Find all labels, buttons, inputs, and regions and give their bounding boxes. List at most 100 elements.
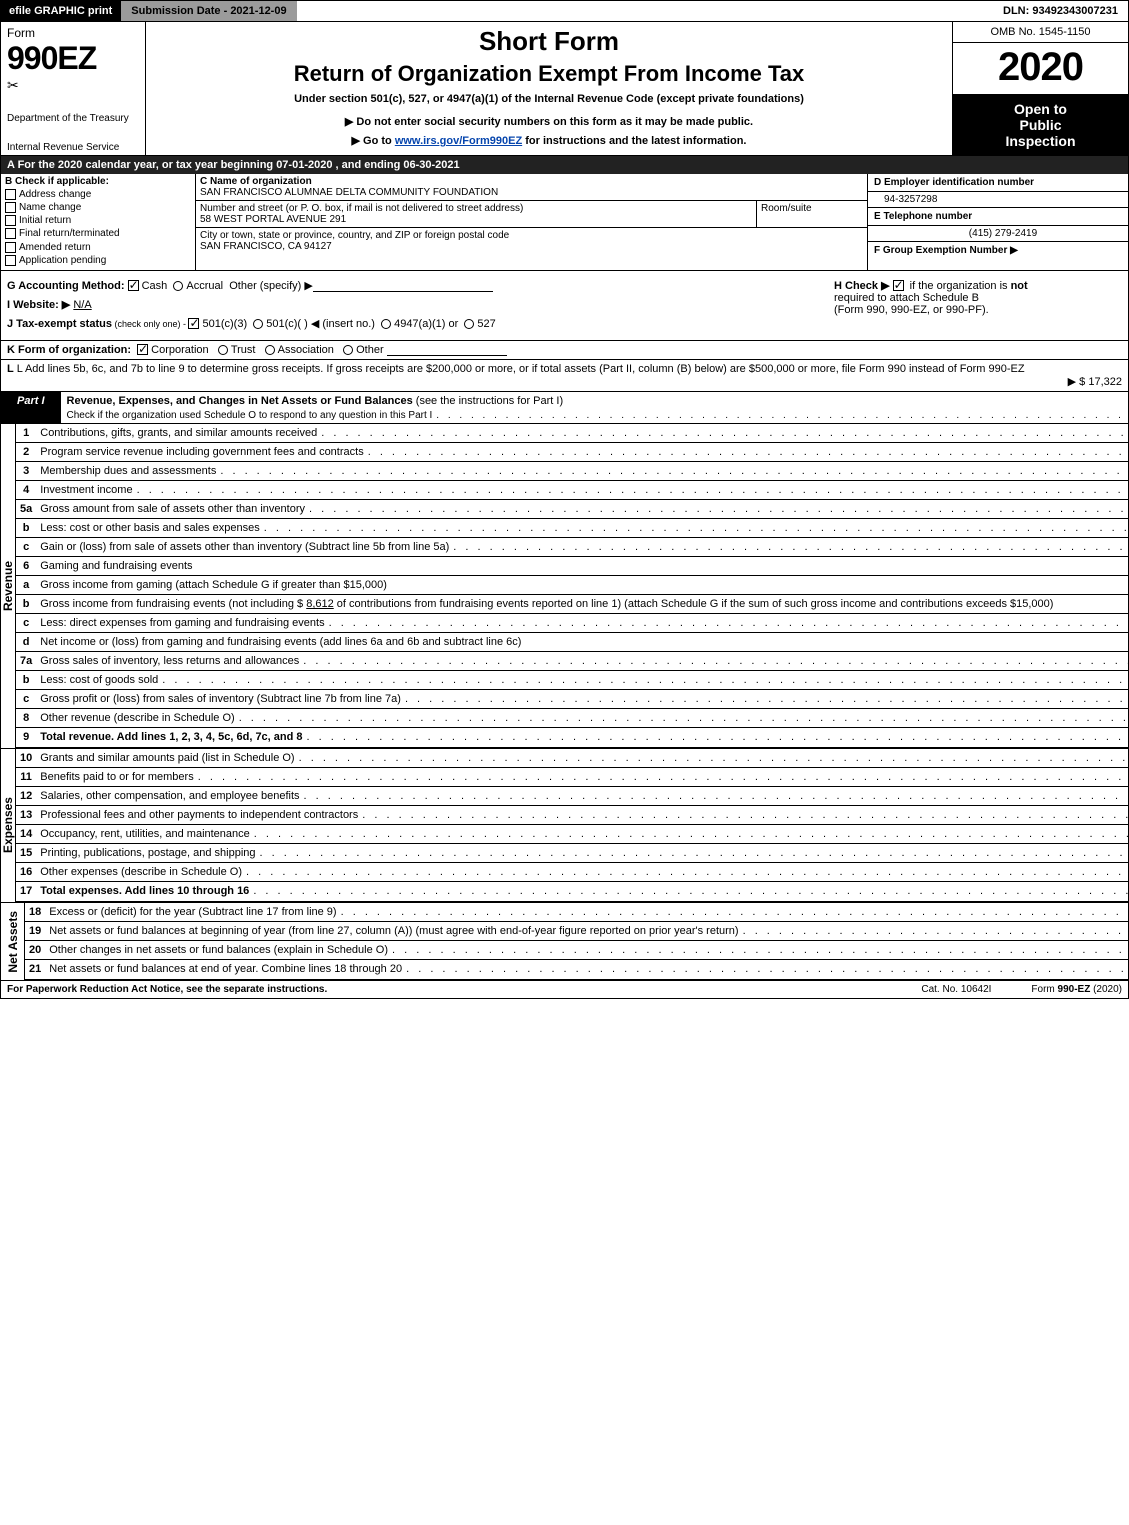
g-label: G Accounting Method: bbox=[7, 280, 125, 292]
period-band: A For the 2020 calendar year, or tax yea… bbox=[0, 156, 1129, 174]
chk-h[interactable] bbox=[893, 280, 904, 291]
table-row: 1Contributions, gifts, grants, and simil… bbox=[16, 424, 1129, 443]
tax-year: 2020 bbox=[953, 43, 1128, 95]
city-label: City or town, state or province, country… bbox=[200, 230, 509, 241]
chk-cash[interactable] bbox=[128, 280, 139, 291]
l-amount: ▶ $ 17,322 bbox=[7, 375, 1122, 388]
return-title: Return of Organization Exempt From Incom… bbox=[152, 61, 946, 87]
line-8: 8 Other revenue (describe in Schedule O)… bbox=[16, 708, 1129, 727]
k-lead: K Form of organization: bbox=[7, 344, 131, 356]
header-left: Form 990EZ ✂ Department of the Treasury … bbox=[1, 22, 146, 155]
table-row: 11Benefits paid to or for members11 bbox=[16, 767, 1129, 786]
do-not-enter: ▶ Do not enter social security numbers o… bbox=[152, 115, 946, 128]
room-cell: Room/suite bbox=[757, 201, 867, 227]
gij-left: G Accounting Method: Cash Accrual Other … bbox=[1, 271, 828, 340]
part1-title: Revenue, Expenses, and Changes in Net As… bbox=[61, 392, 1129, 410]
c-name-row: C Name of organization SAN FRANCISCO ALU… bbox=[196, 174, 867, 201]
table-row: 12Salaries, other compensation, and empl… bbox=[16, 786, 1129, 805]
chk-final[interactable]: Final return/terminated bbox=[5, 228, 191, 239]
city-val: SAN FRANCISCO, CA 94127 bbox=[200, 241, 332, 252]
header-block: Form 990EZ ✂ Department of the Treasury … bbox=[0, 22, 1129, 156]
open-l2: Public bbox=[955, 117, 1126, 133]
website-val: N/A bbox=[73, 299, 91, 311]
chk-501c3[interactable] bbox=[188, 318, 199, 329]
h-text1: if the organization is bbox=[910, 280, 1011, 292]
chk-amended[interactable]: Amended return bbox=[5, 242, 191, 253]
chk-527[interactable] bbox=[464, 319, 474, 329]
form-word: Form bbox=[7, 26, 139, 40]
line-7b: b Less: cost of goods sold 7b 0 bbox=[16, 670, 1129, 689]
e-label: E Telephone number bbox=[868, 207, 1128, 226]
chk-assoc[interactable] bbox=[265, 345, 275, 355]
under-section: Under section 501(c), 527, or 4947(a)(1)… bbox=[152, 93, 946, 105]
line-6c: c Less: direct expenses from gaming and … bbox=[16, 613, 1129, 632]
revenue-table: 1Contributions, gifts, grants, and simil… bbox=[16, 424, 1129, 748]
footer-center: Cat. No. 10642I bbox=[921, 984, 991, 995]
header-center: Short Form Return of Organization Exempt… bbox=[146, 22, 953, 155]
chk-4947[interactable] bbox=[381, 319, 391, 329]
table-row: 20Other changes in net assets or fund ba… bbox=[25, 940, 1129, 959]
table-row: 17Total expenses. Add lines 10 through 1… bbox=[16, 881, 1129, 901]
table-row: 21Net assets or fund balances at end of … bbox=[25, 959, 1129, 979]
line-5c: c Gain or (loss) from sale of assets oth… bbox=[16, 537, 1129, 556]
f-label: F Group Exemption Number ▶ bbox=[868, 241, 1128, 259]
goto-post: for instructions and the latest informat… bbox=[522, 135, 746, 147]
line-6a: a Gross income from gaming (attach Sched… bbox=[16, 575, 1129, 594]
goto-pre: ▶ Go to bbox=[352, 135, 395, 147]
header-right: OMB No. 1545-1150 2020 Open to Public In… bbox=[953, 22, 1128, 155]
c-label: C Name of organization bbox=[200, 176, 312, 187]
street-cell: Number and street (or P. O. box, if mail… bbox=[196, 201, 757, 227]
open-l3: Inspection bbox=[955, 133, 1126, 149]
form-number: 990EZ bbox=[7, 40, 139, 77]
ghij-block: G Accounting Method: Cash Accrual Other … bbox=[0, 271, 1129, 341]
chk-accrual[interactable] bbox=[173, 281, 183, 291]
chk-initial[interactable]: Initial return bbox=[5, 215, 191, 226]
chk-corp[interactable] bbox=[137, 344, 148, 355]
line-6: 6 Gaming and fundraising events bbox=[16, 556, 1129, 575]
table-row: 13Professional fees and other payments t… bbox=[16, 805, 1129, 824]
table-row: 16Other expenses (describe in Schedule O… bbox=[16, 862, 1129, 881]
table-row: 2Program service revenue including gover… bbox=[16, 442, 1129, 461]
goto-line: ▶ Go to www.irs.gov/Form990EZ for instru… bbox=[152, 134, 946, 147]
expenses-block: Expenses 10Grants and similar amounts pa… bbox=[0, 749, 1129, 903]
short-form-title: Short Form bbox=[152, 26, 946, 57]
goto-link[interactable]: www.irs.gov/Form990EZ bbox=[395, 135, 522, 147]
line-7a: 7a Gross sales of inventory, less return… bbox=[16, 651, 1129, 670]
dln: DLN: 93492343007231 bbox=[993, 1, 1128, 21]
submission-date: Submission Date - 2021-12-09 bbox=[120, 1, 296, 21]
netassets-block: Net Assets 18Excess or (deficit) for the… bbox=[0, 903, 1129, 981]
line-9: 9 Total revenue. Add lines 1, 2, 3, 4, 5… bbox=[16, 727, 1129, 747]
h-block: H Check ▶ if the organization is not req… bbox=[828, 271, 1128, 340]
open-l1: Open to bbox=[955, 101, 1126, 117]
ein: 94-3257298 bbox=[868, 192, 1128, 207]
chk-address[interactable]: Address change bbox=[5, 189, 191, 200]
chk-501c[interactable] bbox=[253, 319, 263, 329]
b-label: B Check if applicable: bbox=[5, 176, 191, 187]
line-5b: b Less: cost or other basis and sales ex… bbox=[16, 518, 1129, 537]
section-bcdef: B Check if applicable: Address change Na… bbox=[0, 174, 1129, 271]
j-label: J Tax-exempt status bbox=[7, 318, 112, 330]
efile-label: efile GRAPHIC print bbox=[1, 1, 120, 21]
netassets-sidelabel: Net Assets bbox=[1, 903, 25, 980]
chk-pending[interactable]: Application pending bbox=[5, 255, 191, 266]
chk-other[interactable] bbox=[343, 345, 353, 355]
expenses-table: 10Grants and similar amounts paid (list … bbox=[16, 749, 1129, 902]
omb-number: OMB No. 1545-1150 bbox=[953, 22, 1128, 43]
table-row: 4Investment income4 bbox=[16, 480, 1129, 499]
phone: (415) 279-2419 bbox=[868, 226, 1128, 241]
chk-name[interactable]: Name change bbox=[5, 202, 191, 213]
org-name: SAN FRANCISCO ALUMNAE DELTA COMMUNITY FO… bbox=[200, 187, 498, 198]
line-6b: b Gross income from fundraising events (… bbox=[16, 594, 1129, 613]
line-7c: c Gross profit or (loss) from sales of i… bbox=[16, 689, 1129, 708]
h-text3: (Form 990, 990-EZ, or 990-PF). bbox=[834, 304, 989, 316]
revenue-block: Revenue 1Contributions, gifts, grants, a… bbox=[0, 424, 1129, 749]
l-text: L Add lines 5b, 6c, and 7b to line 9 to … bbox=[17, 363, 1025, 375]
i-line: I Website: ▶ N/A bbox=[7, 298, 822, 311]
line-5a: 5a Gross amount from sale of assets othe… bbox=[16, 499, 1129, 518]
def-block: D Employer identification number 94-3257… bbox=[868, 174, 1128, 270]
part1-tag: Part I bbox=[1, 392, 61, 423]
l-line: L L Add lines 5b, 6c, and 7b to line 9 t… bbox=[0, 360, 1129, 392]
footer: For Paperwork Reduction Act Notice, see … bbox=[0, 981, 1129, 999]
netassets-table: 18Excess or (deficit) for the year (Subt… bbox=[25, 903, 1129, 980]
chk-trust[interactable] bbox=[218, 345, 228, 355]
